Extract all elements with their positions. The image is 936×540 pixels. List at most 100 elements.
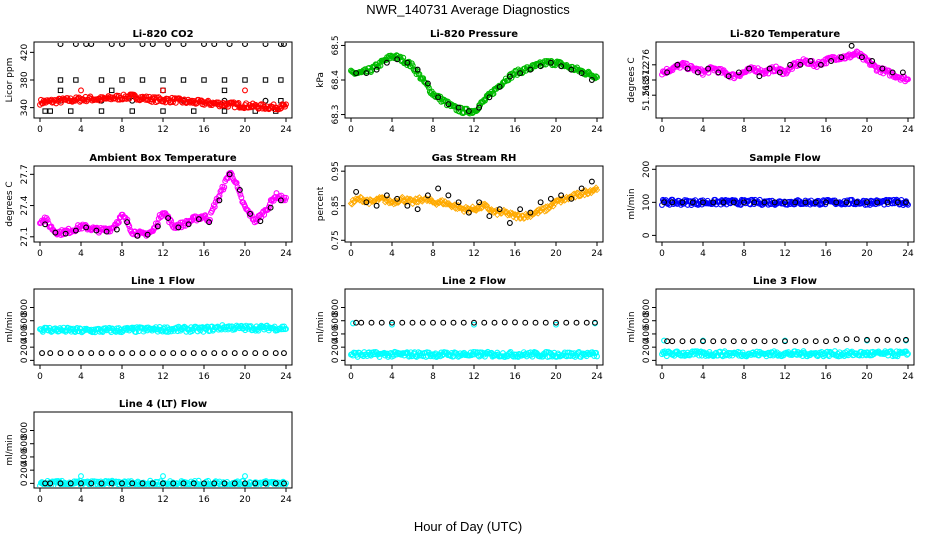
data-point [889, 69, 896, 76]
data-point [591, 186, 599, 193]
data-point [475, 203, 482, 210]
data-point [802, 199, 809, 206]
data-point [512, 319, 518, 326]
data-point [843, 199, 850, 206]
data-point [797, 61, 804, 68]
data-point [553, 319, 559, 326]
series-0 [659, 196, 911, 208]
x-tick-label: 24 [902, 249, 914, 259]
plot-area [348, 52, 600, 117]
data-point [506, 73, 513, 80]
data-point [884, 336, 891, 343]
y-axis-label: ml/min [627, 311, 637, 342]
data-point [537, 63, 544, 70]
data-point [576, 192, 584, 199]
data-point [812, 199, 819, 206]
data-point [593, 73, 600, 80]
data-point [401, 197, 409, 204]
data-point [78, 87, 84, 94]
data-point [358, 319, 365, 326]
x-tick-label: 12 [779, 125, 790, 135]
data-point [853, 336, 860, 343]
data-point [529, 353, 536, 360]
data-point [78, 480, 84, 487]
data-point [404, 202, 411, 209]
data-point [496, 83, 503, 90]
y-tick-label: 600 [20, 435, 30, 452]
data-point [478, 204, 486, 211]
data-point [904, 351, 911, 358]
data-point [88, 43, 95, 48]
data-point [165, 43, 172, 48]
x-tick-label: 8 [741, 125, 747, 135]
series-2 [353, 319, 598, 326]
data-point [542, 319, 549, 326]
x-tick-label: 24 [280, 495, 292, 505]
data-point [78, 473, 84, 480]
data-point [669, 338, 676, 345]
x-tick-label: 20 [239, 495, 251, 505]
data-point [108, 43, 115, 48]
data-point [424, 80, 431, 87]
data-point [78, 350, 84, 357]
data-point [180, 77, 187, 83]
y-axis-label: kPa [316, 72, 326, 88]
x-tick-label: 24 [902, 125, 914, 135]
data-point [221, 108, 228, 114]
data-point [787, 351, 794, 358]
data-point [532, 319, 539, 326]
series-1 [353, 56, 595, 115]
data-point [792, 199, 799, 206]
data-point [838, 54, 845, 61]
data-point [483, 202, 491, 209]
data-point [231, 350, 238, 357]
data-point [119, 43, 125, 48]
data-point [399, 319, 406, 326]
data-point [57, 43, 64, 48]
data-point [39, 350, 45, 357]
x-tick-label: 12 [468, 125, 479, 135]
x-tick-label: 0 [37, 249, 43, 259]
data-point [68, 108, 74, 114]
data-point [558, 63, 565, 70]
x-tick-label: 12 [779, 249, 790, 259]
data-point [383, 192, 390, 199]
x-tick-label: 12 [157, 495, 168, 505]
panel-rh: Gas Stream RH percent 0.75 0.85 0.95 0 4 8 12 16 2… [316, 153, 604, 259]
data-point [806, 61, 813, 68]
data-point [202, 212, 209, 219]
data-point [72, 43, 79, 48]
plot-area [347, 178, 601, 226]
data-point [460, 319, 467, 326]
data-point [190, 480, 197, 487]
data-point [211, 43, 218, 48]
data-point [175, 224, 182, 231]
data-point [278, 77, 284, 83]
y-tick-label: 100 [642, 193, 652, 210]
data-point [553, 197, 561, 204]
y-tick-label: 800 [331, 299, 341, 316]
y-tick-label: 800 [642, 299, 652, 316]
data-point [129, 108, 135, 114]
data-point [98, 480, 105, 487]
y-axis-label: Licor ppm [5, 58, 15, 103]
data-point [277, 43, 284, 48]
data-point [88, 350, 95, 357]
data-point [905, 350, 911, 357]
data-point [124, 219, 131, 226]
data-point [404, 59, 411, 66]
x-tick-label: 8 [119, 249, 125, 259]
x-tick-label: 4 [700, 372, 706, 382]
x-tick-label: 16 [820, 372, 832, 382]
data-point [661, 337, 667, 344]
data-point [471, 319, 477, 326]
data-point [537, 199, 544, 206]
data-point [689, 338, 696, 345]
data-point [491, 319, 498, 326]
data-point [864, 336, 870, 343]
data-point [741, 199, 747, 206]
y-tick-label: 400 [20, 448, 30, 465]
x-tick-label: 0 [659, 372, 665, 382]
y-tick-label: 51.272 [642, 64, 652, 96]
y-tick-label: 200 [20, 338, 30, 355]
